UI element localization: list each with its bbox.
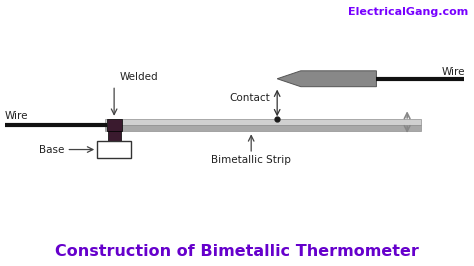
Bar [107,119,122,131]
Text: Contact: Contact [229,93,270,103]
Bar [105,119,421,125]
Bar [97,141,131,158]
Text: ElectricalGang.com: ElectricalGang.com [348,7,469,17]
Bar [105,125,421,131]
Text: Welded: Welded [120,72,158,82]
Text: Bimetallic Strip: Bimetallic Strip [211,155,291,165]
Text: Base: Base [39,144,64,155]
Text: Wire: Wire [441,67,465,77]
Bar [108,131,120,141]
Polygon shape [277,71,376,87]
Text: Wire: Wire [4,111,28,121]
Text: Construction of Bimetallic Thermometer: Construction of Bimetallic Thermometer [55,244,419,260]
